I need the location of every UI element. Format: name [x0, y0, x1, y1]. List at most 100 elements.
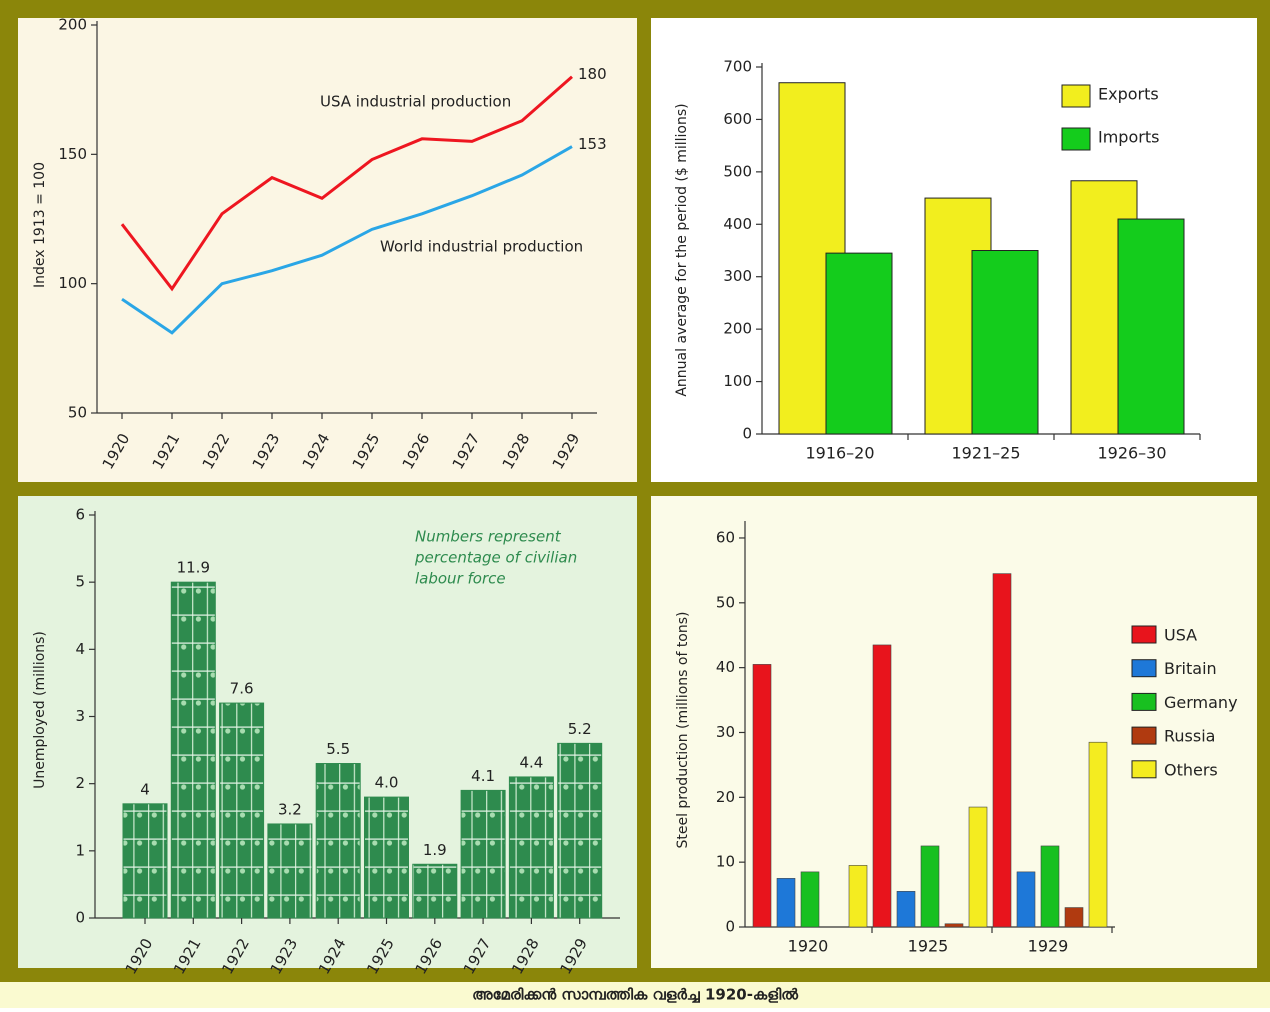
bar — [1040, 845, 1060, 928]
bar — [944, 923, 964, 928]
x-tick-label: 1925 — [908, 937, 949, 956]
percentage-label: 3.2 — [278, 800, 302, 818]
x-tick-label: 1929 — [1028, 937, 1069, 956]
caption-strip — [0, 982, 1270, 1008]
y-tick-label: 2 — [75, 774, 85, 792]
bar — [1088, 741, 1108, 928]
y-tick-label: 4 — [75, 640, 85, 658]
percentage-label: 1.9 — [423, 841, 447, 859]
series-label: USA industrial production — [320, 93, 511, 111]
y-tick-label: 500 — [723, 162, 752, 180]
bar — [800, 871, 820, 928]
percentage-label: 4.1 — [471, 767, 495, 785]
y-tick-label: 1 — [75, 841, 85, 859]
y-tick-label: 20 — [716, 788, 735, 806]
percentage-label: 5.5 — [326, 740, 350, 758]
y-axis-label: Steel production (millions of tons) — [675, 611, 691, 848]
caption: അമേരിക്കൻ സാമ്പത്തിക വളർച്ച 1920-കളിൽ — [472, 986, 798, 1004]
y-axis-label: Unemployed (millions) — [32, 631, 48, 789]
percentage-label: 5.2 — [568, 720, 592, 738]
annotation: labour force — [415, 570, 506, 588]
bar — [412, 863, 458, 919]
bar — [825, 252, 893, 435]
bar — [920, 845, 940, 928]
percentage-label: 11.9 — [177, 559, 210, 577]
bar — [992, 573, 1012, 928]
bar — [219, 702, 265, 919]
y-tick-label: 700 — [723, 58, 752, 76]
bar — [122, 803, 168, 919]
end-label: 153 — [578, 135, 607, 153]
percentage-label: 4.0 — [375, 774, 399, 792]
x-tick-label: 1916–20 — [805, 444, 874, 463]
y-tick-label: 10 — [716, 853, 735, 871]
y-tick-label: 5 — [75, 573, 85, 591]
legend-label: Britain — [1164, 659, 1217, 678]
legend-label: Russia — [1164, 727, 1215, 746]
legend-label: USA — [1164, 626, 1197, 645]
bar — [315, 763, 361, 919]
y-tick-label: 300 — [723, 267, 752, 285]
bar — [460, 789, 506, 919]
annotation: percentage of civilian — [414, 549, 577, 567]
legend-label: Others — [1164, 760, 1218, 779]
bar — [776, 878, 796, 928]
y-tick-label: 200 — [58, 16, 87, 34]
legend-swatch — [1131, 659, 1157, 678]
percentage-label: 7.6 — [230, 680, 254, 698]
legend-swatch — [1061, 84, 1091, 108]
bar — [968, 806, 988, 928]
y-tick-label: 400 — [723, 215, 752, 233]
bar — [170, 581, 216, 919]
y-tick-label: 200 — [723, 320, 752, 338]
y-tick-label: 3 — [75, 707, 85, 725]
y-tick-label: 0 — [725, 918, 735, 936]
bar — [508, 776, 554, 919]
y-tick-label: 600 — [723, 110, 752, 128]
legend-swatch — [1131, 692, 1157, 711]
legend-label: Germany — [1164, 693, 1238, 712]
legend-swatch — [1131, 760, 1157, 779]
series-label: World industrial production — [380, 238, 583, 256]
annotation: Numbers represent — [415, 528, 562, 546]
y-tick-label: 60 — [716, 528, 735, 546]
bar — [872, 644, 892, 928]
legend-swatch — [1131, 625, 1157, 644]
bar — [752, 664, 772, 928]
legend-swatch — [1131, 726, 1157, 745]
x-tick-label: 1921–25 — [951, 444, 1020, 463]
bar — [1117, 218, 1185, 435]
y-tick-label: 50 — [68, 404, 87, 422]
bar — [267, 823, 313, 919]
x-tick-label: 1920 — [788, 937, 829, 956]
y-tick-label: 100 — [58, 274, 87, 292]
panel — [18, 18, 637, 482]
line — [121, 145, 573, 335]
end-label: 180 — [578, 65, 607, 83]
y-tick-label: 0 — [742, 425, 752, 443]
bar — [848, 865, 868, 928]
legend-label: Exports — [1098, 85, 1159, 104]
y-tick-label: 100 — [723, 372, 752, 390]
bar — [364, 796, 409, 919]
y-tick-label: 0 — [75, 909, 85, 927]
x-tick-label: 1926–30 — [1097, 444, 1166, 463]
y-tick-label: 40 — [716, 658, 735, 676]
y-tick-label: 6 — [75, 506, 85, 524]
y-tick-label: 30 — [716, 723, 735, 741]
y-tick-label: 150 — [58, 145, 87, 163]
y-tick-label: 50 — [716, 593, 735, 611]
bar — [1016, 871, 1036, 928]
percentage-label: 4.4 — [519, 753, 543, 771]
bar — [896, 891, 916, 928]
y-axis-label: Annual average for the period ($ million… — [674, 103, 690, 396]
line — [120, 75, 573, 292]
bar — [557, 742, 603, 919]
percentage-label: 4 — [140, 780, 150, 798]
y-axis-label: Index 1913 = 100 — [32, 162, 48, 288]
bar — [1064, 907, 1084, 928]
bar — [971, 250, 1039, 435]
legend-swatch — [1061, 127, 1091, 151]
legend-label: Imports — [1098, 128, 1159, 147]
